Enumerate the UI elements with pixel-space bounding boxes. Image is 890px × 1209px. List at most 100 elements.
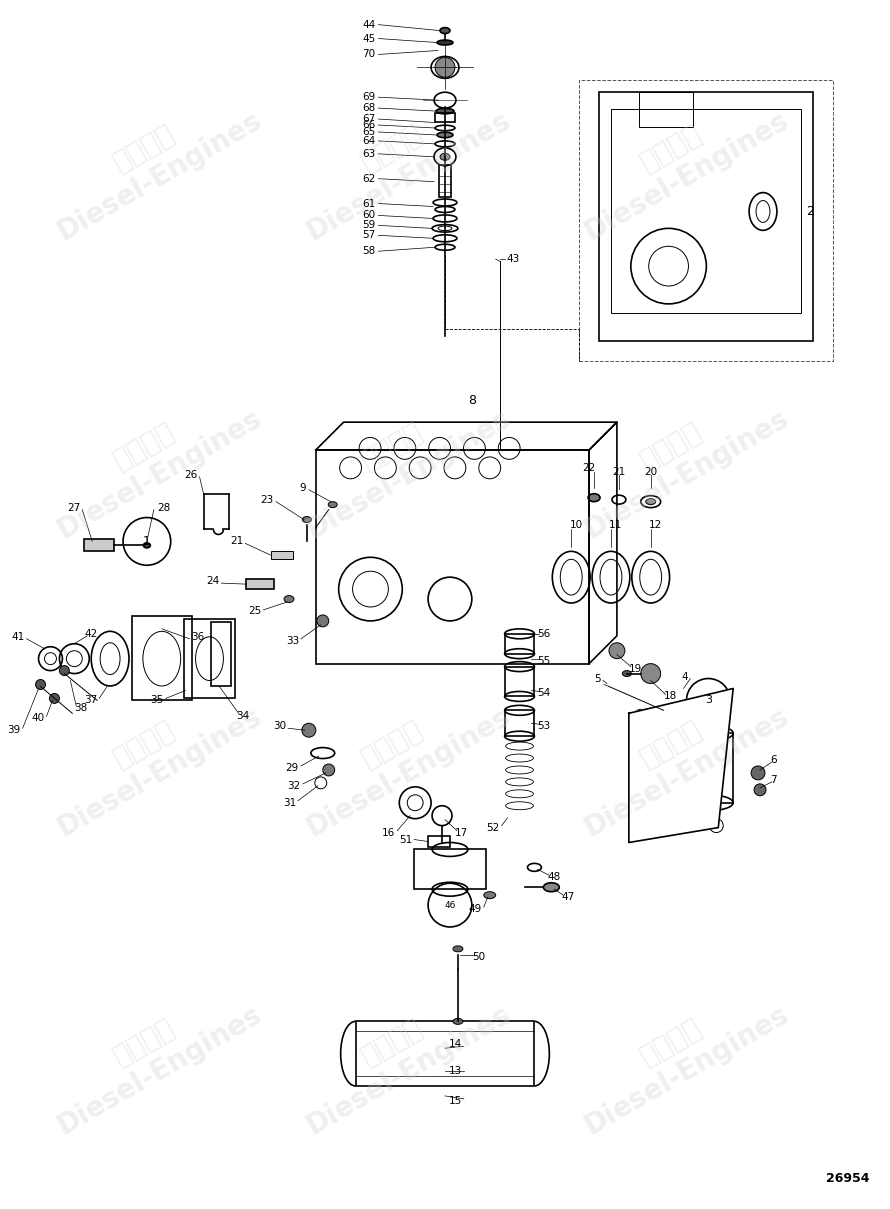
Bar: [316, 450, 589, 664]
Bar: [684, 733, 733, 803]
Text: 17: 17: [455, 828, 468, 838]
Text: 紫发动力
Diesel-Engines: 紫发动力 Diesel-Engines: [563, 77, 794, 245]
Bar: [505, 711, 534, 736]
Ellipse shape: [284, 596, 294, 602]
Ellipse shape: [328, 502, 337, 508]
Text: 紫发动力
Diesel-Engines: 紫发动力 Diesel-Engines: [36, 376, 267, 544]
Text: 69: 69: [362, 92, 376, 103]
Text: 8: 8: [468, 394, 476, 406]
Bar: [611, 109, 801, 313]
Text: 41: 41: [12, 632, 25, 642]
Text: 55: 55: [538, 655, 551, 666]
Ellipse shape: [622, 671, 631, 677]
Bar: [435, 114, 455, 122]
Text: 6: 6: [770, 756, 777, 765]
Ellipse shape: [437, 132, 453, 138]
Ellipse shape: [143, 543, 150, 548]
Bar: [212, 621, 231, 687]
Text: 24: 24: [206, 577, 220, 586]
Text: 紫发动力
Diesel-Engines: 紫发动力 Diesel-Engines: [563, 972, 794, 1140]
Circle shape: [36, 679, 45, 689]
Ellipse shape: [484, 892, 496, 898]
Text: 47: 47: [562, 892, 575, 902]
Bar: [85, 539, 114, 551]
Bar: [439, 164, 451, 197]
Text: 60: 60: [362, 210, 376, 220]
Text: 紫发动力
Diesel-Engines: 紫发动力 Diesel-Engines: [285, 77, 515, 245]
Polygon shape: [629, 688, 733, 843]
Text: 28: 28: [157, 503, 170, 513]
Bar: [599, 92, 813, 341]
Bar: [247, 579, 274, 589]
Bar: [132, 615, 191, 700]
Text: 32: 32: [287, 781, 301, 791]
Text: 紫发动力
Diesel-Engines: 紫发动力 Diesel-Engines: [563, 376, 794, 544]
Text: 43: 43: [506, 254, 520, 265]
Ellipse shape: [440, 154, 450, 161]
Text: 59: 59: [362, 220, 376, 231]
Text: 1: 1: [143, 534, 150, 548]
Circle shape: [641, 664, 660, 683]
Text: 2: 2: [805, 206, 813, 218]
Text: 49: 49: [468, 904, 481, 914]
Text: 紫发动力
Diesel-Engines: 紫发动力 Diesel-Engines: [285, 376, 515, 544]
Bar: [271, 551, 293, 560]
Circle shape: [754, 783, 766, 796]
Text: 30: 30: [273, 722, 286, 731]
Text: 56: 56: [538, 629, 551, 638]
Bar: [414, 850, 486, 889]
Text: 12: 12: [649, 521, 662, 531]
Text: 38: 38: [75, 704, 87, 713]
Text: 25: 25: [248, 606, 261, 615]
Ellipse shape: [453, 1018, 463, 1024]
Text: 20: 20: [644, 467, 658, 476]
Text: 紫发动力
Diesel-Engines: 紫发动力 Diesel-Engines: [36, 675, 267, 841]
Text: 26954: 26954: [826, 1173, 870, 1185]
Text: 29: 29: [286, 763, 299, 773]
Ellipse shape: [440, 28, 450, 34]
Text: 紫发动力
Diesel-Engines: 紫发动力 Diesel-Engines: [285, 972, 515, 1140]
Text: 紫发动力
Diesel-Engines: 紫发动力 Diesel-Engines: [36, 972, 267, 1140]
Text: 22: 22: [582, 463, 595, 473]
Circle shape: [302, 723, 316, 737]
Text: 7: 7: [770, 775, 777, 785]
Text: 66: 66: [362, 120, 376, 131]
Text: 50: 50: [472, 951, 485, 962]
Bar: [639, 92, 693, 127]
Text: 61: 61: [362, 198, 376, 208]
Text: 26: 26: [184, 470, 198, 480]
Text: 40: 40: [31, 713, 44, 723]
Text: 36: 36: [191, 632, 205, 642]
Ellipse shape: [588, 493, 600, 502]
Bar: [428, 835, 450, 848]
Text: 21: 21: [230, 537, 243, 546]
Text: 34: 34: [237, 711, 249, 722]
Ellipse shape: [437, 40, 453, 45]
Circle shape: [50, 694, 60, 704]
Text: 48: 48: [547, 872, 561, 883]
Ellipse shape: [646, 498, 656, 504]
Text: 63: 63: [362, 149, 376, 158]
Text: 37: 37: [84, 695, 97, 705]
Text: 64: 64: [362, 135, 376, 146]
Circle shape: [751, 767, 765, 780]
Text: 13: 13: [449, 1066, 462, 1076]
Text: 15: 15: [449, 1095, 462, 1106]
Text: 45: 45: [362, 34, 376, 44]
Text: 紫发动力
Diesel-Engines: 紫发动力 Diesel-Engines: [563, 675, 794, 841]
Circle shape: [609, 643, 625, 659]
Text: 53: 53: [538, 722, 551, 731]
Text: 23: 23: [260, 494, 273, 504]
Text: 58: 58: [362, 247, 376, 256]
Text: 33: 33: [286, 636, 299, 646]
Bar: [505, 666, 534, 696]
Text: 52: 52: [487, 822, 499, 833]
Text: 紫发动力
Diesel-Engines: 紫发动力 Diesel-Engines: [36, 77, 267, 245]
Bar: [579, 80, 832, 360]
Text: 18: 18: [664, 692, 677, 701]
Text: 10: 10: [570, 521, 583, 531]
Text: 39: 39: [7, 725, 20, 735]
Ellipse shape: [436, 109, 454, 114]
Text: 紫发动力
Diesel-Engines: 紫发动力 Diesel-Engines: [285, 675, 515, 841]
Text: 19: 19: [629, 664, 642, 673]
